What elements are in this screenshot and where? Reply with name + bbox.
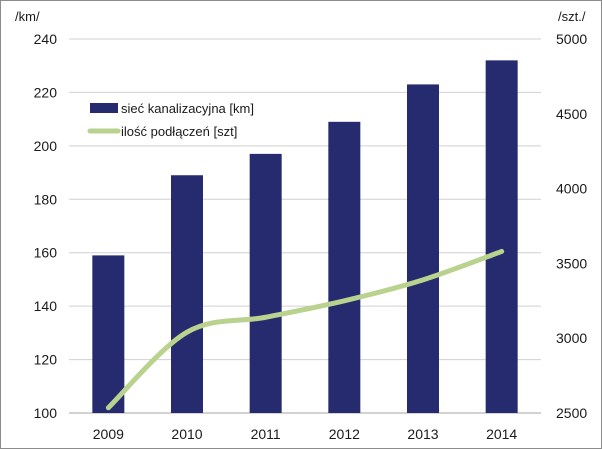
x-tick-label: 2011 xyxy=(251,426,281,442)
bar xyxy=(250,154,282,413)
bar xyxy=(407,84,439,413)
right-tick-label: 3500 xyxy=(556,255,587,271)
x-tick-label: 2012 xyxy=(329,426,360,442)
legend-label-bar: sieć kanalizacyjna [km] xyxy=(121,101,254,116)
right-tick-label: 4500 xyxy=(556,106,587,122)
left-tick-label: 200 xyxy=(34,138,58,154)
x-tick-label: 2010 xyxy=(171,426,202,442)
left-tick-label: 120 xyxy=(34,352,58,368)
bar xyxy=(171,175,203,413)
bar xyxy=(486,60,518,413)
line-series xyxy=(108,251,502,408)
left-tick-label: 100 xyxy=(34,405,58,421)
left-axis-ticks: 100 120 140 160 180 200 220 240 xyxy=(34,31,58,421)
x-tick-label: 2009 xyxy=(93,426,124,442)
left-tick-label: 160 xyxy=(34,245,58,261)
left-tick-label: 240 xyxy=(34,31,58,47)
x-axis-ticks: 2009 2010 2011 2012 2013 2014 xyxy=(93,426,518,442)
left-axis-unit: /km/ xyxy=(15,9,40,24)
series-line xyxy=(108,251,501,407)
legend-swatch-bar xyxy=(90,103,118,113)
legend-label-line: ilość podłączeń [szt] xyxy=(121,124,237,139)
x-tick-label: 2013 xyxy=(407,426,438,442)
right-tick-label: 4000 xyxy=(556,181,587,197)
bar xyxy=(328,122,360,413)
right-axis-unit: /szt./ xyxy=(558,9,586,24)
x-tick-label: 2014 xyxy=(486,426,517,442)
right-tick-label: 5000 xyxy=(556,31,587,47)
legend: sieć kanalizacyjna [km] ilość podłączeń … xyxy=(90,101,254,139)
left-tick-label: 180 xyxy=(34,191,58,207)
left-tick-label: 140 xyxy=(34,298,58,314)
right-tick-label: 3000 xyxy=(556,330,587,346)
gridlines xyxy=(69,39,541,413)
bar xyxy=(92,255,124,413)
left-tick-label: 220 xyxy=(34,84,58,100)
right-tick-label: 2500 xyxy=(556,405,587,421)
right-axis-ticks: 2500 3000 3500 4000 4500 5000 xyxy=(556,31,587,421)
